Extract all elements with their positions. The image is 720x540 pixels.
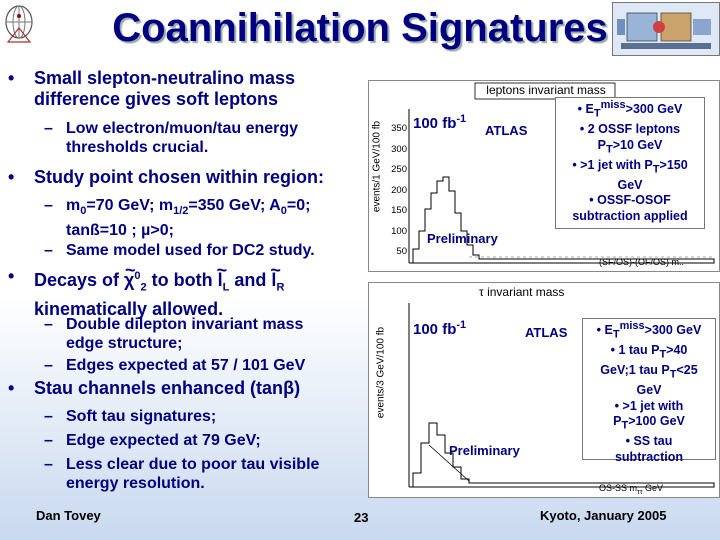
slide-title: Coannihilation Signatures (112, 6, 608, 50)
bullet-study-point: • Study point chosen within region: (8, 167, 324, 188)
bullet-mark: • (8, 167, 15, 187)
y-tick: 50 (396, 246, 407, 257)
bullet-mark: • (8, 378, 15, 398)
bullet-stau: • Stau channels enhanced (tanβ) (8, 378, 301, 399)
cut-line: • SS tau (625, 434, 673, 449)
cut-line: GeV (617, 177, 643, 192)
dash-mark: – (44, 408, 53, 425)
bullet-mark: • (8, 68, 15, 88)
subbullet-text-line2: thresholds crucial. (66, 139, 209, 156)
top-cuts-box: • ETmiss>300 GeV • 2 OSSF leptons PT>10 … (555, 97, 705, 229)
subbullet-text: Edges expected at 57 / 101 GeV (66, 357, 306, 374)
atlas-logo (2, 2, 36, 48)
bullet-soft-leptons: • Small slepton-neutralino mass differen… (8, 68, 296, 110)
x-axis-label: OS-SS mττ GeV (599, 483, 664, 496)
cut-line: • ETmiss>300 GeV (577, 99, 683, 120)
cut-line: subtraction applied (572, 208, 688, 223)
bullet-decays: • Decays of ~ χ02 to both ~ lL and ~ lR kin… (8, 260, 285, 320)
subbullet-text-line2: energy resolution. (66, 475, 205, 492)
cut-line: GeV;1 tau PT<25 (600, 363, 698, 381)
y-tick: 200 (391, 184, 407, 196)
atlas-label: ATLAS (525, 325, 568, 340)
footer-page-number: 23 (354, 510, 369, 525)
subbullet-text-line1: Less clear due to poor tau visible (66, 456, 320, 473)
subbullet-edge-79: – Edge expected at 79 GeV; (44, 431, 261, 450)
bottom-cuts-box: • ETmiss>300 GeV • 1 tau PT>40 GeV;1 tau… (582, 318, 716, 464)
footer-author: Dan Tovey (36, 508, 101, 523)
preliminary-label: Preliminary (427, 231, 498, 246)
subbullet-text: Same model used for DC2 study. (66, 242, 315, 259)
dash-mark: – (44, 242, 53, 259)
decays-line2: kinematically allowed. (34, 298, 224, 319)
dash-mark: – (44, 456, 53, 473)
subbullet-text-line2: edge structure; (66, 335, 183, 352)
subbullet-edges-expected: – Edges expected at 57 / 101 GeV (44, 356, 306, 375)
plot-header: τ invariant mass (479, 285, 565, 299)
y-tick: 100 (391, 225, 407, 237)
subbullet-parameters: – m0=70 GeV; m1/2=350 GeV; A0=0; tanß=10… (44, 196, 311, 240)
subbullet-double-edge: – Double dilepton invariant mass edge st… (44, 315, 304, 353)
parameters-line1: m0=70 GeV; m1/2=350 GeV; A0=0; (66, 197, 311, 218)
luminosity-label: 100 fb-1 (413, 113, 467, 132)
y-tick: 250 (391, 164, 407, 175)
y-tick: 150 (391, 205, 407, 216)
stau-line: Stau channels enhanced (tanβ) (34, 378, 301, 398)
subbullet-text: Edge expected at 79 GeV; (66, 432, 261, 449)
x-axis-label: (SF/OS)-(OF/OS) m.. (599, 257, 684, 267)
y-axis-label: events/3 GeV/100 fb (375, 326, 387, 419)
bullet-mark: • (8, 266, 15, 286)
dash-mark: – (44, 316, 53, 333)
subbullet-text-line1: Double dilepton invariant mass (66, 316, 304, 333)
cut-line: • 2 OSSF leptons (579, 122, 681, 137)
cut-line: • ETmiss>300 GeV (596, 320, 702, 341)
subbullet-soft-tau: – Soft tau signatures; (44, 407, 217, 426)
y-tick: 350 (391, 123, 407, 134)
cut-line: • >1 jet with PT>150 (572, 157, 688, 176)
cut-line: PT>10 GeV (597, 137, 663, 156)
cut-line: • OSSF-OSOF (589, 193, 671, 208)
luminosity-label: 100 fb-1 (413, 319, 467, 338)
bullet-text-line2: difference gives soft leptons (34, 89, 279, 109)
dash-mark: – (44, 197, 53, 214)
y-tick: 300 (391, 143, 407, 155)
bullet-text-line1: Small slepton-neutralino mass (34, 68, 296, 88)
subbullet-text: Soft tau signatures; (66, 408, 217, 425)
cut-line: subtraction (614, 449, 684, 464)
cut-line: • >1 jet with (614, 398, 684, 413)
bullet-text: Study point chosen within region: (34, 167, 324, 187)
subbullet-text-line1: Low electron/muon/tau energy (66, 120, 299, 137)
dash-mark: – (44, 120, 53, 137)
subbullet-dc2-model: – Same model used for DC2 study. (44, 241, 315, 260)
cut-line: GeV (636, 383, 662, 398)
dash-mark: – (44, 357, 53, 374)
subbullet-resolution: – Less clear due to poor tau visible ene… (44, 455, 320, 493)
footer-venue: Kyoto, January 2005 (540, 508, 667, 523)
preliminary-label: Preliminary (449, 443, 520, 458)
plot-header: leptons invariant mass (486, 83, 606, 97)
subbullet-thresholds: – Low electron/muon/tau energy threshold… (44, 119, 299, 157)
y-tick-labels: 350 300 250 200 150 100 50 (377, 119, 407, 263)
cut-line: • 1 tau PT>40 (610, 343, 688, 361)
dash-mark: – (44, 432, 53, 449)
cut-line: PT>100 GeV (613, 414, 685, 432)
decays-line1: Decays of ~ χ02 to both ~ lL and ~ lR (34, 260, 285, 294)
parameters-line2: tanß=10 ; µ>0; (66, 222, 174, 240)
atlas-label: ATLAS (485, 123, 528, 138)
detector-image (612, 2, 720, 56)
